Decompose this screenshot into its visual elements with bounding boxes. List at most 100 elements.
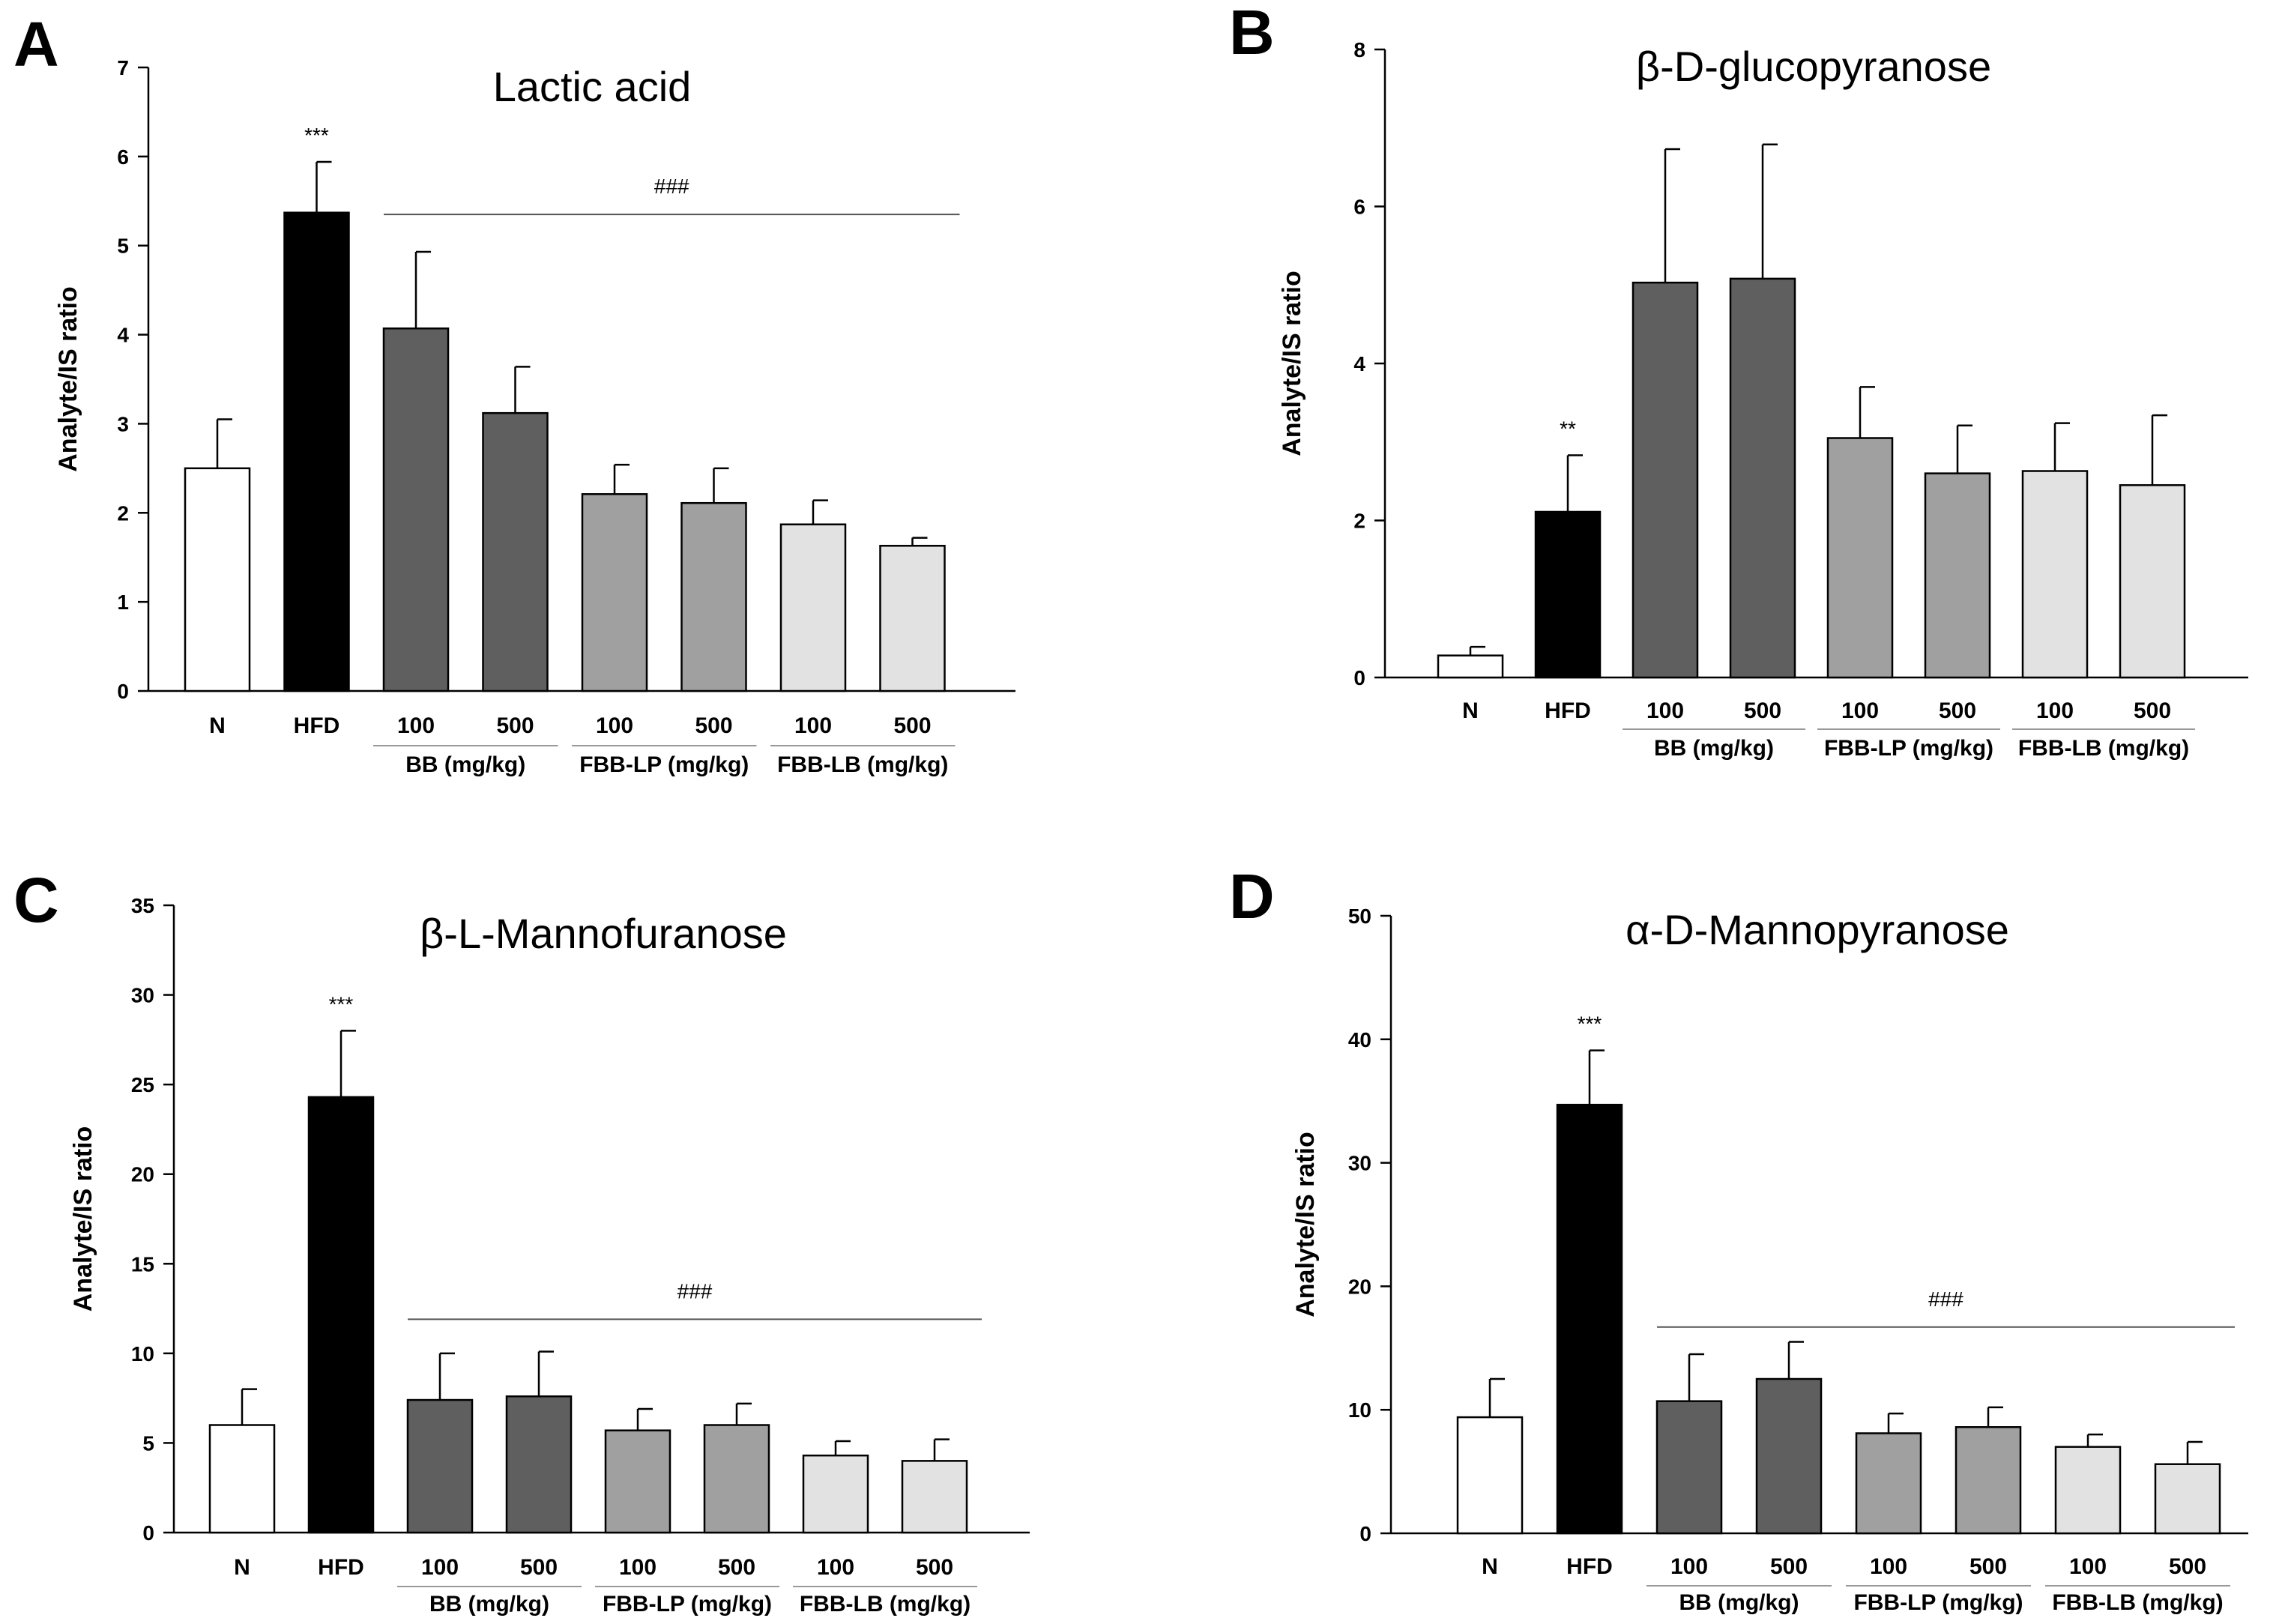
category-label: HFD	[294, 713, 340, 738]
group-label: FBB-LB (mg/kg)	[2052, 1590, 2223, 1615]
y-tick-label: 30	[131, 984, 154, 1007]
category-label: 500	[1939, 698, 1976, 723]
y-tick-label: 40	[1348, 1028, 1371, 1051]
significance-label: **	[1560, 417, 1576, 441]
bar	[406, 1398, 474, 1534]
chart-title: β-L-Mannofuranose	[420, 910, 787, 957]
bar	[779, 523, 847, 692]
bar	[604, 1429, 671, 1534]
category-label: N	[1482, 1554, 1498, 1579]
category-label: 100	[1841, 698, 1879, 723]
group-label: FBB-LP (mg/kg)	[579, 752, 749, 777]
y-tick-label: 15	[131, 1252, 154, 1276]
y-tick-label: 4	[117, 324, 129, 347]
category-label: HFD	[318, 1555, 364, 1580]
panel-a: A Lactic acid 0 1 2 3 4 5 6 7 Analyte/IS ratio N HFD…	[13, 9, 1015, 777]
bracket-label: ###	[654, 175, 689, 198]
category-label: 500	[916, 1555, 953, 1580]
category-label: 500	[1744, 698, 1781, 723]
bar	[1729, 277, 1796, 679]
bar	[2119, 484, 2186, 679]
bar	[1755, 1377, 1823, 1535]
group-label: FBB-LP (mg/kg)	[1853, 1590, 2023, 1615]
category-label: 100	[421, 1555, 459, 1580]
bar	[1655, 1400, 1723, 1535]
panel-letter: A	[13, 9, 59, 79]
bar	[1855, 1432, 1922, 1535]
category-label: HFD	[1545, 698, 1591, 723]
bar	[505, 1395, 573, 1534]
bar	[1437, 654, 1504, 679]
y-tick-label: 35	[131, 894, 154, 917]
significance-label: ***	[304, 124, 329, 147]
chart-title: Lactic acid	[493, 63, 692, 110]
y-axis-label: Analyte/IS ratio	[1291, 1132, 1320, 1317]
panel-letter: D	[1229, 861, 1275, 932]
significance-label: ***	[329, 992, 354, 1015]
category-label: 100	[397, 713, 435, 738]
chart-title: β-D-glucopyranose	[1636, 43, 1991, 90]
significance-label: ***	[1578, 1012, 1602, 1036]
bar	[1826, 437, 1894, 679]
category-label: HFD	[1566, 1554, 1613, 1579]
category-label: 500	[520, 1555, 558, 1580]
y-axis-label: Analyte/IS ratio	[54, 286, 82, 472]
y-tick-label: 5	[117, 235, 129, 258]
y-tick-label: 2	[1353, 510, 1365, 533]
category-label: 100	[2036, 698, 2074, 723]
category-label: 100	[794, 713, 832, 738]
bar	[2154, 1463, 2221, 1535]
group-label: FBB-LP (mg/kg)	[603, 1592, 772, 1617]
y-axis-label: Analyte/IS ratio	[1278, 271, 1306, 456]
bar	[208, 1424, 276, 1534]
category-label: 500	[695, 713, 732, 738]
y-tick-label: 25	[131, 1073, 154, 1096]
y-tick-label: 50	[1348, 905, 1371, 928]
group-label: FBB-LB (mg/kg)	[777, 752, 948, 777]
y-tick-label: 7	[117, 56, 129, 79]
y-axis-label: Analyte/IS ratio	[69, 1126, 97, 1312]
y-tick-label: 4	[1353, 352, 1365, 375]
category-label: 500	[2169, 1554, 2206, 1579]
chart-title: α-D-Mannopyranose	[1626, 906, 2009, 953]
bar	[2021, 470, 2089, 679]
category-label: 500	[496, 713, 534, 738]
group-label: BB (mg/kg)	[1654, 736, 1774, 761]
bar	[1456, 1416, 1524, 1535]
y-tick-label: 0	[1353, 666, 1365, 689]
bar	[1534, 510, 1602, 679]
category-label: 500	[1969, 1554, 2007, 1579]
bracket-label: ###	[677, 1279, 713, 1302]
bar	[1556, 1103, 1623, 1535]
category-label: 100	[1646, 698, 1684, 723]
category-label: 500	[718, 1555, 755, 1580]
y-tick-label: 10	[1348, 1398, 1371, 1422]
category-label: 100	[1870, 1554, 1907, 1579]
y-tick-label: 20	[1348, 1275, 1371, 1298]
category-label: 500	[2134, 698, 2171, 723]
category-label: 100	[817, 1555, 854, 1580]
y-tick-label: 0	[1359, 1522, 1371, 1545]
group-label: BB (mg/kg)	[405, 752, 525, 777]
category-label: 100	[596, 713, 633, 738]
bracket-label: ###	[1928, 1288, 1963, 1311]
category-label: 100	[1670, 1554, 1708, 1579]
y-tick-label: 1	[117, 591, 129, 614]
bar	[1632, 281, 1699, 679]
group-label: BB (mg/kg)	[429, 1592, 549, 1617]
group-label: FBB-LP (mg/kg)	[1824, 736, 1993, 761]
bar	[1924, 472, 1991, 679]
bar	[482, 411, 549, 692]
y-tick-label: 30	[1348, 1152, 1371, 1175]
bar	[307, 1096, 375, 1534]
panel-letter: C	[13, 865, 59, 935]
category-label: 500	[1770, 1554, 1808, 1579]
y-tick-label: 20	[131, 1163, 154, 1186]
category-label: 100	[619, 1555, 656, 1580]
panel-letter: B	[1229, 0, 1275, 67]
y-tick-label: 3	[117, 412, 129, 435]
